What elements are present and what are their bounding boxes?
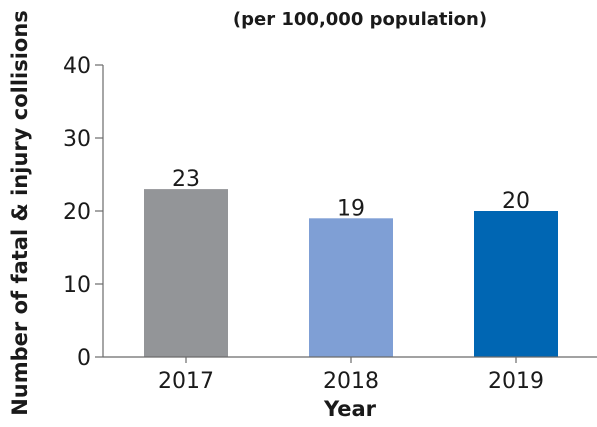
bars-group: 23 19 20 — [144, 167, 558, 357]
bar-2018 — [309, 218, 393, 357]
y-tick-label: 0 — [77, 346, 91, 371]
y-tick-label: 30 — [63, 127, 91, 152]
x-tick-label-2019: 2019 — [488, 369, 544, 394]
x-axis: 2017 2018 2019 — [158, 357, 544, 394]
x-axis-title: Year — [323, 397, 377, 421]
data-label-2018: 19 — [337, 196, 365, 221]
bar-2019 — [474, 211, 558, 357]
x-tick-label-2017: 2017 — [158, 369, 214, 394]
data-label-2019: 20 — [502, 189, 530, 214]
y-axis: 0 10 20 30 40 — [63, 54, 103, 371]
y-tick-label: 20 — [63, 200, 91, 225]
x-tick-label-2018: 2018 — [323, 369, 379, 394]
data-label-2017: 23 — [172, 167, 200, 192]
y-tick-label: 40 — [63, 54, 91, 79]
y-tick-label: 10 — [63, 273, 91, 298]
y-axis-title: Number of fatal & injury collisions — [8, 10, 32, 416]
chart-subtitle: (per 100,000 population) — [233, 9, 487, 30]
bar-2017 — [144, 189, 228, 357]
